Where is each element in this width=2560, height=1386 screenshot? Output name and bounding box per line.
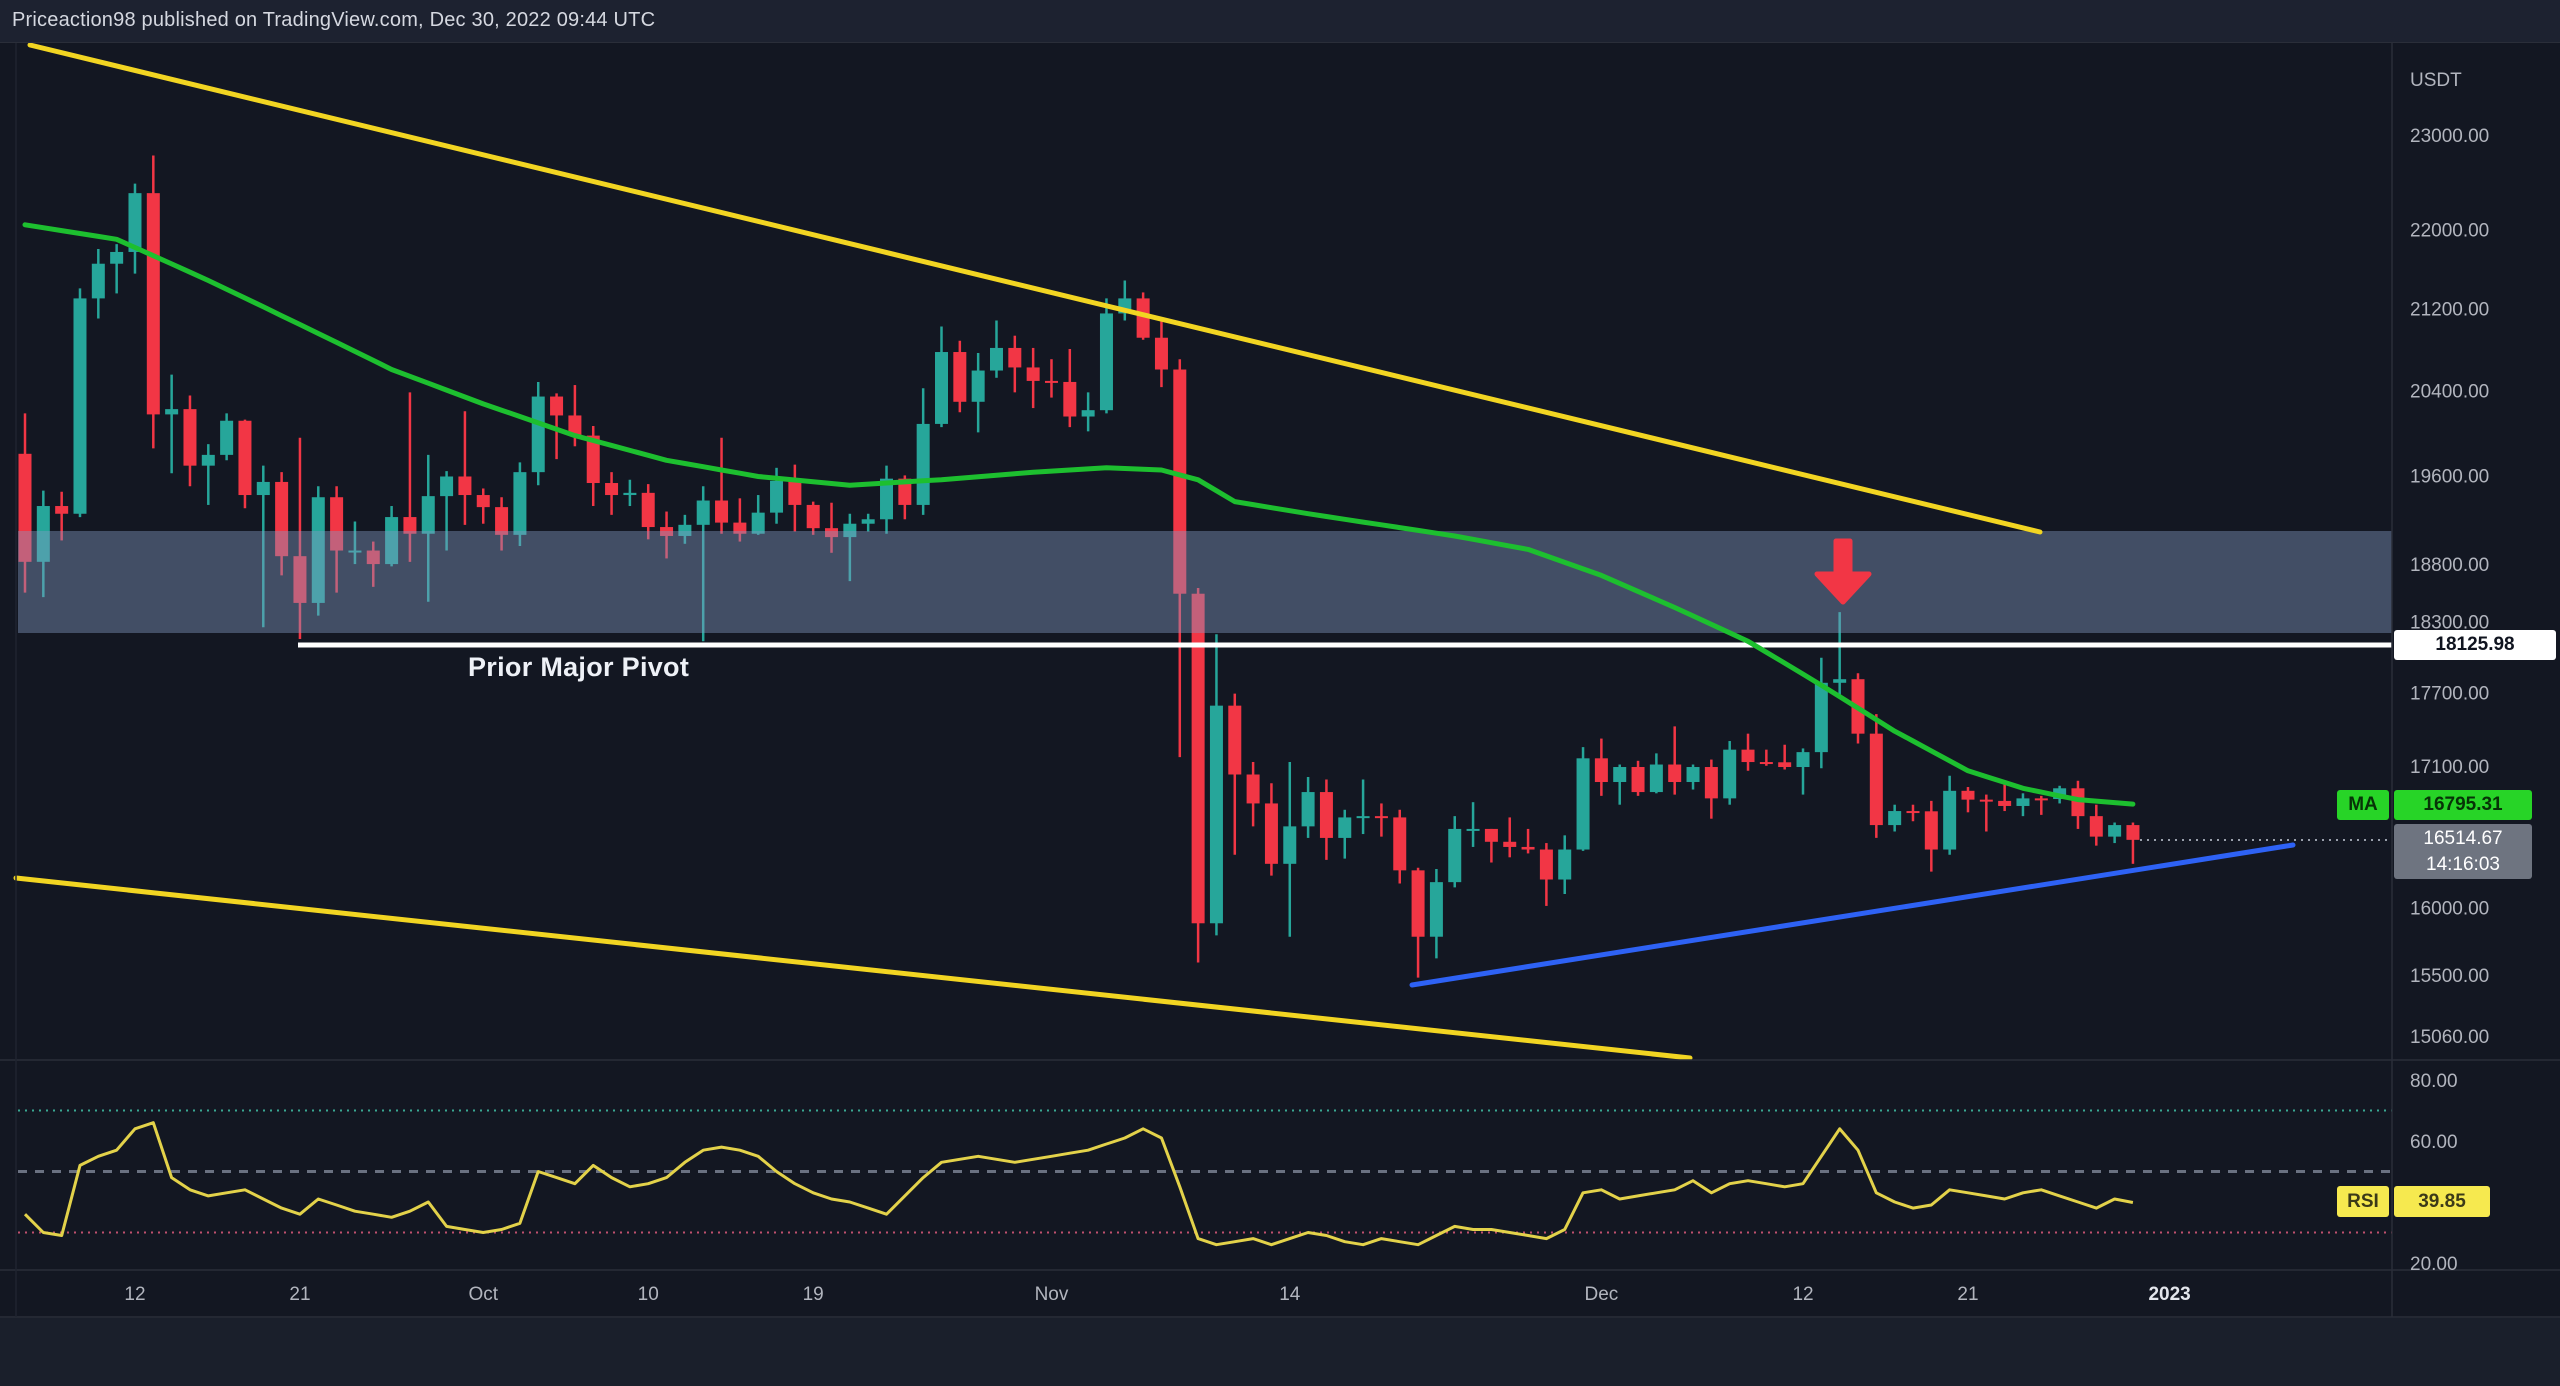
axis-tick-label: 12 (124, 1284, 145, 1305)
axis-tick-label: 15060.00 (2410, 1027, 2489, 1048)
attribution-text[interactable]: Priceaction98 published on TradingView.c… (12, 9, 656, 31)
axis-tick-label: Dec (1584, 1284, 1618, 1305)
axis-tick-label: 19600.00 (2410, 466, 2489, 487)
price-axis-currency-label: USDT (2410, 70, 2462, 91)
ma-label-badge: MA (2337, 790, 2389, 820)
panel-borders (0, 41, 2560, 1318)
candles-layer (18, 155, 2140, 978)
trendline-lower-yellow[interactable] (13, 875, 1693, 1061)
axis-tick-label: 21 (1957, 1284, 1978, 1305)
axis-tick-label: 23000.00 (2410, 126, 2489, 147)
axis-tick-label: 20.00 (2410, 1254, 2458, 1275)
footer-bar: TradingView (0, 1318, 2560, 1386)
axis-tick-label: Oct (468, 1284, 498, 1305)
axis-tick-label: 22000.00 (2410, 221, 2489, 242)
pivot-annotation-label: Prior Major Pivot (468, 652, 690, 682)
pivot-price-badge: 18125.98 (2394, 630, 2556, 660)
axis-tick-label: 15500.00 (2410, 966, 2489, 987)
axis-tick-label: 10 (638, 1284, 659, 1305)
axis-tick-label: Nov (1035, 1284, 1069, 1305)
axis-tick-label: 80.00 (2410, 1071, 2458, 1092)
axis-tick-label: 16000.00 (2410, 898, 2489, 919)
ma-value-badge: 16795.31 (2394, 790, 2532, 820)
moving-average-line (22, 222, 2136, 807)
axis-labels: 23000.00 22000.00 21200.00 20400.00 19600.00… (124, 126, 2489, 1305)
supply-zone-rectangle (18, 531, 2392, 633)
down-arrow-icon[interactable] (1814, 538, 1872, 605)
axis-tick-label: 19 (803, 1284, 824, 1305)
axis-tick-label: 2023 (2148, 1284, 2190, 1305)
rsi-line (23, 1121, 2134, 1247)
axis-tick-label: 18800.00 (2410, 555, 2489, 576)
axis-tick-label: 12 (1792, 1284, 1813, 1305)
last-price-countdown: 14:16:03 (2426, 853, 2500, 875)
axis-tick-label: 20400.00 (2410, 381, 2489, 402)
rsi-label-badge: RSI (2337, 1186, 2389, 1217)
axis-tick-label: 18300.00 (2410, 612, 2489, 633)
rsi-bands (18, 1109, 2392, 1234)
trendline-blue-support[interactable] (1409, 842, 2296, 988)
rsi-value-badge: 39.85 (2394, 1186, 2490, 1217)
attribution-bar: Priceaction98 published on TradingView.c… (0, 0, 2560, 43)
axis-tick-label: 17700.00 (2410, 683, 2489, 704)
axis-tick-label: 21 (289, 1284, 310, 1305)
last-price-badge: 16514.67 14:16:03 (2394, 824, 2532, 879)
axis-tick-label: 60.00 (2410, 1132, 2458, 1153)
axis-tick-label: 17100.00 (2410, 757, 2489, 778)
axis-tick-label: 14 (1279, 1284, 1301, 1305)
trendline-upper-yellow[interactable] (27, 42, 2043, 535)
last-price-value: 16514.67 (2423, 827, 2503, 849)
axis-tick-label: 21200.00 (2410, 299, 2489, 320)
